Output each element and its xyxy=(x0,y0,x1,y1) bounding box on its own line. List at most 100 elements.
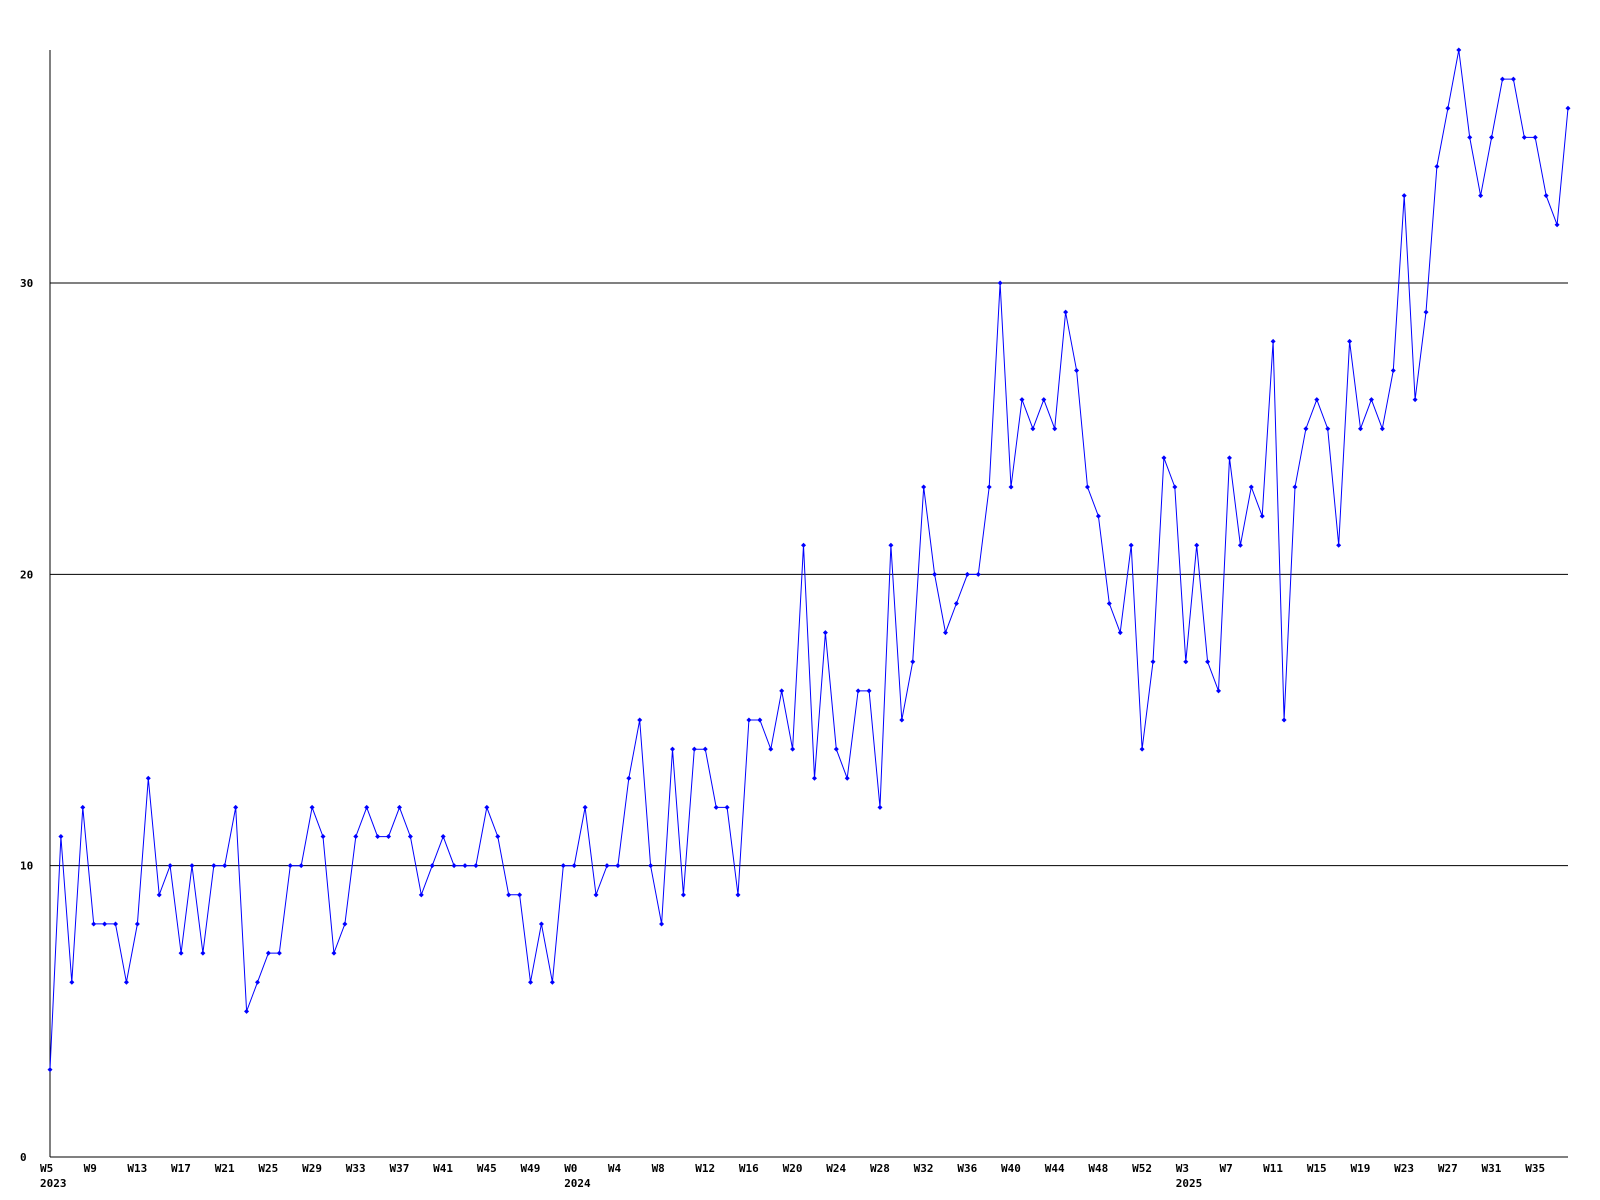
point xyxy=(156,892,162,898)
point xyxy=(342,921,348,927)
point xyxy=(1106,601,1112,606)
point xyxy=(964,571,970,577)
point xyxy=(1303,426,1309,432)
x-tick-label: W19 xyxy=(1351,1162,1371,1175)
point xyxy=(528,979,534,985)
point xyxy=(167,863,173,869)
point xyxy=(123,979,129,985)
x-tick-label: W17 xyxy=(171,1162,191,1175)
point xyxy=(353,834,359,840)
point xyxy=(1161,455,1167,461)
point xyxy=(1128,542,1134,548)
point xyxy=(1401,193,1407,199)
point xyxy=(80,804,86,810)
point xyxy=(1183,659,1189,665)
x-tick-label: W11 xyxy=(1263,1162,1283,1175)
point xyxy=(735,892,741,898)
x-tick-label: W48 xyxy=(1088,1162,1108,1175)
point xyxy=(844,775,850,781)
x-tick-label: W33 xyxy=(346,1162,366,1175)
point xyxy=(418,892,424,898)
point xyxy=(1226,455,1232,461)
point xyxy=(1095,513,1101,519)
point xyxy=(1139,746,1145,752)
point xyxy=(1019,397,1025,403)
point xyxy=(1030,426,1036,432)
point xyxy=(47,1067,53,1073)
x-tick-label: W13 xyxy=(127,1162,147,1175)
point xyxy=(396,804,402,810)
x-tick-label: W15 xyxy=(1307,1162,1327,1175)
point xyxy=(659,921,665,927)
point xyxy=(866,688,872,694)
point xyxy=(1248,484,1254,490)
point xyxy=(1084,484,1090,490)
point xyxy=(1336,542,1342,548)
point xyxy=(811,775,817,781)
point xyxy=(429,863,435,869)
series-line xyxy=(49,49,1569,1070)
point xyxy=(538,921,544,927)
point xyxy=(997,280,1003,286)
point xyxy=(615,863,621,869)
x-tick-label: W37 xyxy=(389,1162,409,1175)
point xyxy=(1565,105,1571,111)
x-tick-label: W23 xyxy=(1394,1162,1414,1175)
point xyxy=(462,863,468,869)
point xyxy=(953,601,959,606)
x-tick-label: W32 xyxy=(914,1162,934,1175)
point xyxy=(1325,426,1331,432)
point xyxy=(702,746,708,752)
point xyxy=(888,542,894,548)
x-tick-label: W49 xyxy=(521,1162,541,1175)
point xyxy=(790,746,796,752)
point xyxy=(102,921,108,927)
point xyxy=(484,804,490,810)
point xyxy=(626,775,632,781)
point xyxy=(801,542,807,548)
point xyxy=(1347,338,1353,344)
point xyxy=(691,746,697,752)
x-tick-label: W40 xyxy=(1001,1162,1021,1175)
point xyxy=(921,484,927,490)
point xyxy=(560,863,566,869)
x-tick-label: W3 xyxy=(1176,1162,1189,1175)
point xyxy=(287,863,293,869)
x-tick-label: W9 xyxy=(84,1162,97,1175)
point xyxy=(320,834,326,840)
point xyxy=(440,834,446,840)
point xyxy=(495,834,501,840)
point xyxy=(407,834,413,840)
x-group-label: 2025 xyxy=(1176,1177,1203,1190)
point xyxy=(58,834,64,840)
point xyxy=(1554,222,1560,228)
x-tick-label: W4 xyxy=(608,1162,622,1175)
point xyxy=(1194,542,1200,548)
point xyxy=(1205,659,1211,665)
x-tick-label: W7 xyxy=(1219,1162,1232,1175)
point xyxy=(386,834,392,840)
point xyxy=(364,804,370,810)
point xyxy=(1270,338,1276,344)
point xyxy=(1117,630,1123,636)
x-tick-label: W29 xyxy=(302,1162,322,1175)
y-tick-label: 0 xyxy=(20,1151,27,1164)
point xyxy=(189,863,195,869)
point xyxy=(1314,397,1320,403)
x-tick-label: W5 xyxy=(40,1162,53,1175)
point xyxy=(91,921,97,927)
point xyxy=(986,484,992,490)
point xyxy=(768,746,774,752)
point xyxy=(244,1008,250,1014)
x-tick-label: W28 xyxy=(870,1162,890,1175)
point xyxy=(1063,309,1069,315)
point xyxy=(648,863,654,869)
point xyxy=(855,688,861,694)
point xyxy=(1423,309,1429,315)
point xyxy=(1510,76,1516,82)
point xyxy=(200,950,206,956)
point xyxy=(134,921,140,927)
point xyxy=(276,950,282,956)
point xyxy=(877,804,883,810)
point xyxy=(1467,134,1473,140)
